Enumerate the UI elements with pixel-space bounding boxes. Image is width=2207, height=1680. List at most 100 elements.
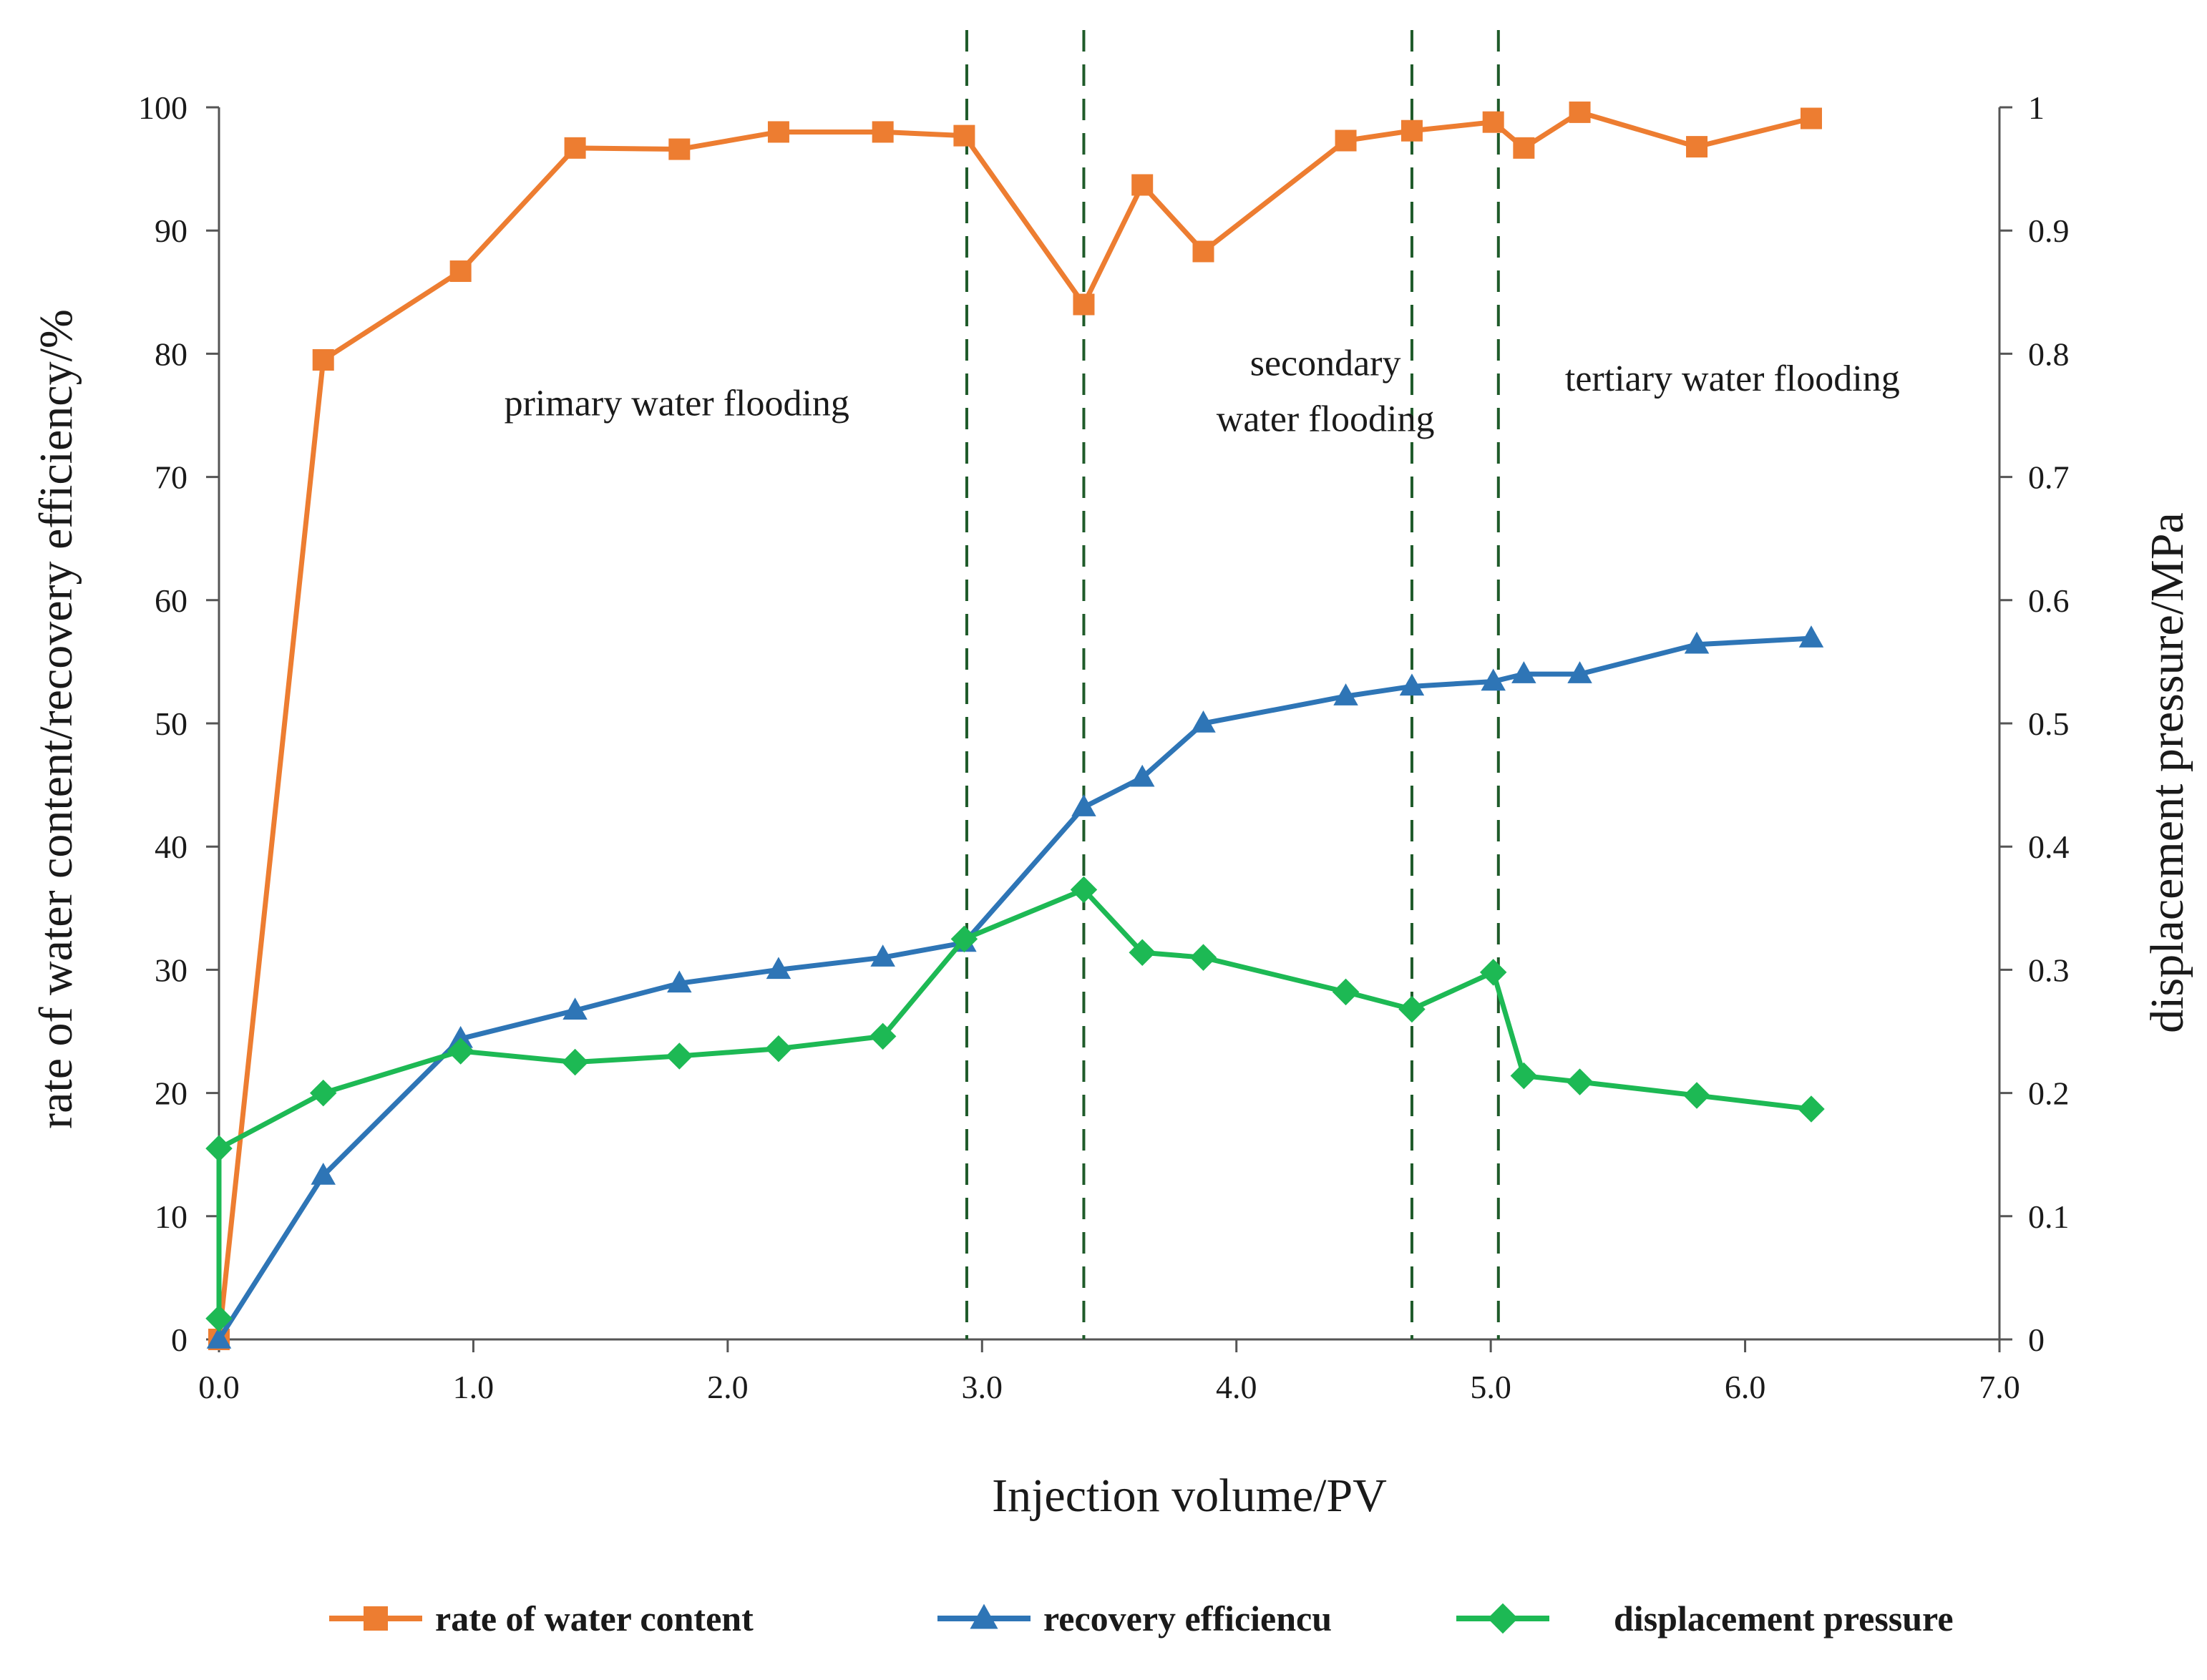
y2-tick-label: 1 (2028, 89, 2045, 126)
y-tick-label: 20 (155, 1075, 187, 1112)
x-tick-label: 3.0 (962, 1369, 1003, 1405)
legend-label: recovery efficiencu (1043, 1598, 1332, 1639)
x-tick-label: 4.0 (1216, 1369, 1257, 1405)
x-tick-label: 1.0 (453, 1369, 494, 1405)
diamond-marker (447, 1037, 474, 1065)
diamond-marker (1070, 876, 1098, 904)
diamond-marker (1510, 1062, 1538, 1090)
y2-tick-label: 0.1 (2028, 1198, 2070, 1235)
y2-tick-label: 0.3 (2028, 952, 2070, 988)
x-tick-label: 6.0 (1725, 1369, 1766, 1405)
y2-tick-label: 0.9 (2028, 213, 2070, 249)
diamond-marker (561, 1048, 589, 1076)
series-line (216, 109, 1812, 1340)
triangle-marker (1333, 683, 1358, 705)
triangle-marker (1071, 794, 1096, 816)
diamond-marker (1798, 1095, 1825, 1123)
diamond-marker (205, 1135, 233, 1162)
phase-label-line: water flooding (1217, 399, 1435, 439)
triangle-marker (448, 1025, 473, 1048)
triangle-marker (1511, 661, 1536, 683)
square-marker (1073, 293, 1095, 316)
triangle-marker (1798, 625, 1824, 648)
diamond-marker (309, 1079, 337, 1107)
y2-tick-label: 0.2 (2028, 1075, 2070, 1112)
y-tick-label: 10 (155, 1198, 187, 1235)
legend-label: rate of water content (435, 1598, 754, 1639)
diamond-marker (1683, 1082, 1710, 1109)
square-marker (1192, 240, 1214, 263)
series-rate-of-water-content (208, 101, 1822, 1350)
y2-tick-label: 0.5 (2028, 705, 2070, 742)
square-marker (1800, 107, 1822, 130)
diamond-marker (765, 1035, 792, 1063)
diamond-marker (950, 925, 978, 953)
series-line (217, 635, 1812, 1341)
phase-label: primary water flooding (505, 384, 849, 424)
axes: 0.0 1.0 2.0 3.0 4.0 5.0 6.0 7.00102030405060708… (138, 89, 2070, 1405)
square-marker (364, 1606, 388, 1631)
phase-label-line: primary water flooding (505, 384, 849, 424)
y-tick-label: 80 (155, 336, 187, 372)
legend: rate of water content recovery efficiencu… (329, 1598, 1954, 1639)
diamond-marker (1487, 1603, 1519, 1634)
square-marker (1400, 119, 1423, 142)
triangle-marker (206, 1327, 232, 1349)
square-marker (767, 121, 789, 143)
diamond-marker (1129, 939, 1156, 967)
y-tick-label: 40 (155, 829, 187, 865)
y-tick-label: 0 (171, 1322, 187, 1358)
triangle-marker (667, 970, 692, 993)
square-marker (564, 137, 586, 159)
y2-tick-label: 0.7 (2028, 459, 2070, 496)
phase-label-line: tertiary water flooding (1565, 358, 1900, 399)
square-marker (312, 349, 334, 371)
phase-label-line: secondary (1250, 343, 1401, 384)
square-marker (1686, 136, 1708, 158)
triangle-marker (970, 1603, 998, 1629)
square-marker (1513, 137, 1535, 159)
phase-label: tertiary water flooding (1565, 358, 1900, 399)
y2-tick-label: 0.6 (2028, 582, 2070, 619)
y2-tick-label: 0.8 (2028, 336, 2070, 372)
legend-item: displacement pressure (1456, 1598, 1954, 1639)
legend-item: recovery efficiencu (937, 1598, 1332, 1639)
square-marker (668, 138, 691, 160)
x-tick-label: 2.0 (707, 1369, 749, 1405)
diamond-marker (1332, 978, 1360, 1006)
y-tick-label: 90 (155, 213, 187, 249)
x-tick-label: 0.0 (198, 1369, 240, 1405)
y2-tick-label: 0 (2028, 1322, 2045, 1358)
y-tick-label: 30 (155, 952, 187, 988)
x-axis-title: Injection volume/PV (992, 1470, 1387, 1522)
x-tick-label: 5.0 (1470, 1369, 1511, 1405)
diamond-marker (1479, 959, 1507, 986)
series-line (216, 887, 1812, 1319)
y-tick-label: 50 (155, 705, 187, 742)
x-tick-label: 7.0 (1979, 1369, 2020, 1405)
square-marker (1482, 111, 1504, 133)
diamond-marker (1398, 995, 1426, 1023)
y-tick-label: 100 (138, 89, 187, 126)
triangle-marker (1684, 631, 1710, 654)
triangle-marker (1191, 710, 1216, 733)
square-marker (953, 124, 975, 147)
triangle-marker (311, 1162, 336, 1185)
legend-item: rate of water content (329, 1598, 754, 1639)
y2-axis-title: displacement pressure/MPa (2141, 512, 2193, 1033)
square-marker (1335, 130, 1357, 152)
diamond-marker (1189, 944, 1217, 971)
square-marker (1131, 174, 1154, 196)
diamond-marker (205, 1304, 233, 1332)
square-marker (449, 260, 472, 283)
series-displacement-pressure (205, 876, 1825, 1332)
triangle-marker (562, 997, 588, 1020)
square-marker (872, 121, 894, 143)
triangle-marker (766, 957, 791, 980)
triangle-marker (1481, 668, 1506, 691)
series-group (205, 101, 1825, 1350)
diamond-marker (1566, 1068, 1594, 1095)
triangle-marker (870, 944, 895, 967)
phase-labels: primary water flooding secondary water flo… (505, 343, 1900, 439)
